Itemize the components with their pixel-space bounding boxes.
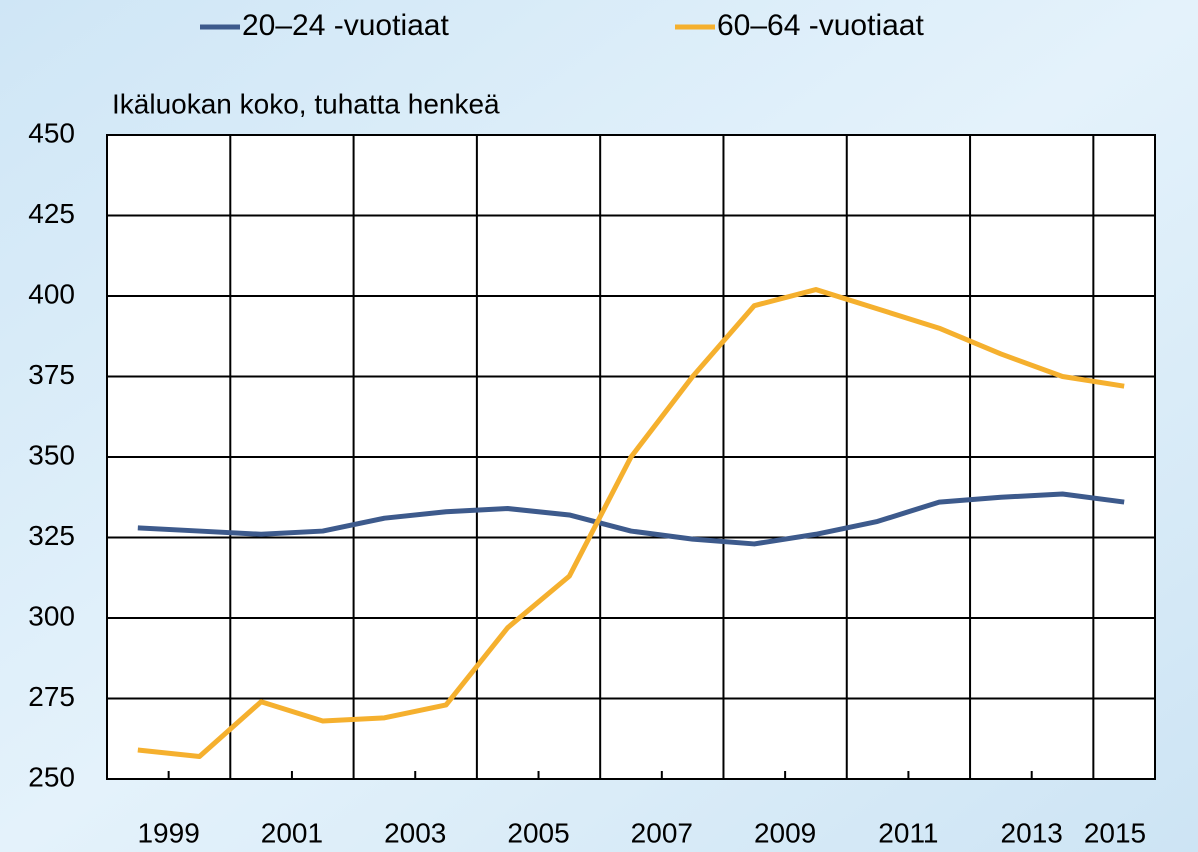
x-tick-label: 2007 <box>631 817 693 848</box>
x-tick-label: 2015 <box>1084 817 1146 848</box>
x-tick-label: 2011 <box>878 817 938 848</box>
x-tick-label: 2005 <box>507 817 569 848</box>
legend-label: 60–64 -vuotiaat <box>717 9 924 42</box>
y-tick-label: 375 <box>28 359 75 390</box>
y-tick-label: 275 <box>28 681 75 712</box>
data-line <box>137 287 1125 759</box>
legend-label: 20–24 -vuotiaat <box>242 9 449 42</box>
data-line <box>137 491 1125 547</box>
y-tick-label: 325 <box>28 520 75 551</box>
y-tick-label: 450 <box>28 117 75 148</box>
x-tick-label: 2001 <box>261 817 323 848</box>
x-tick-label: 2003 <box>384 817 446 848</box>
y-tick-label: 425 <box>28 198 75 229</box>
y-tick-label: 350 <box>28 439 75 470</box>
y-axis-label: Ikäluokan koko, tuhatta henkeä <box>112 88 500 119</box>
x-tick-label: 2013 <box>1001 817 1063 848</box>
x-tick-label: 1999 <box>137 817 199 848</box>
plot-frame <box>106 134 1156 780</box>
y-tick-label: 400 <box>28 278 75 309</box>
x-tick-label: 2009 <box>754 817 816 848</box>
y-tick-label: 250 <box>28 761 75 792</box>
y-tick-label: 300 <box>28 600 75 631</box>
